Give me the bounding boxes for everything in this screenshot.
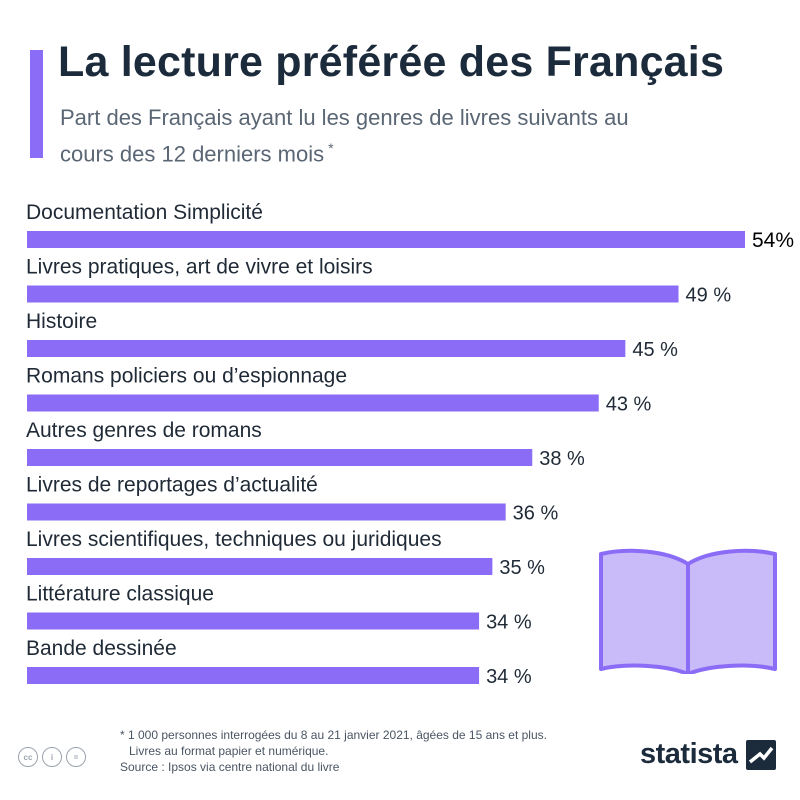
category-label: Livres scientifiques, techniques ou juri… bbox=[26, 528, 442, 551]
subtitle-footnote-mark: * bbox=[328, 140, 334, 156]
bar bbox=[27, 449, 533, 466]
page-subtitle: Part des Français ayant lu les genres de… bbox=[60, 103, 660, 169]
category-label: Livres de reportages d’actualité bbox=[26, 474, 318, 497]
category-label: Bande dessinée bbox=[26, 637, 177, 660]
source-note: Source : Ipsos via centre national du li… bbox=[120, 760, 340, 774]
category-label: Livres pratiques, art de vivre et loisir… bbox=[26, 256, 373, 279]
brand: statista bbox=[640, 738, 776, 771]
bar bbox=[27, 503, 506, 521]
cc-icon: cc bbox=[18, 747, 38, 767]
brand-name: statista bbox=[640, 738, 738, 770]
nd-icon: = bbox=[66, 747, 86, 767]
value-label: 54% bbox=[752, 229, 794, 252]
bar bbox=[27, 340, 626, 357]
bar bbox=[27, 667, 480, 684]
footnote-line-2: Livres au format papier et numérique. bbox=[129, 744, 329, 758]
open-book-illustration bbox=[599, 548, 777, 674]
footnote: * 1 000 personnes interrogées du 8 au 21… bbox=[120, 727, 640, 775]
bar bbox=[27, 231, 745, 248]
value-label: 34 % bbox=[486, 666, 532, 688]
bar bbox=[27, 558, 493, 575]
value-label: 45 % bbox=[632, 339, 678, 361]
value-label: 38 % bbox=[539, 448, 585, 470]
bar bbox=[27, 285, 679, 303]
title-accent-bar bbox=[30, 50, 43, 158]
value-label: 36 % bbox=[513, 503, 559, 525]
category-label: Littérature classique bbox=[26, 583, 214, 606]
by-icon: i bbox=[42, 747, 62, 767]
statista-logo-icon bbox=[745, 739, 776, 770]
footnote-line-1: * 1 000 personnes interrogées du 8 au 21… bbox=[120, 728, 547, 742]
value-label: 34 % bbox=[486, 612, 532, 634]
category-label: Histoire bbox=[26, 310, 97, 333]
value-label: 35 % bbox=[499, 557, 545, 579]
page-title: La lecture préférée des Français bbox=[58, 38, 725, 86]
bar bbox=[27, 612, 480, 630]
category-label: Romans policiers ou d’espionnage bbox=[26, 365, 347, 388]
category-label: Documentation Simplicité bbox=[26, 201, 263, 224]
category-label: Autres genres de romans bbox=[26, 419, 262, 442]
value-label: 49 % bbox=[686, 285, 732, 307]
bar bbox=[27, 394, 599, 412]
license-icons: cc i = bbox=[18, 747, 86, 767]
subtitle-text: Part des Français ayant lu les genres de… bbox=[60, 105, 629, 167]
value-label: 43 % bbox=[606, 394, 652, 416]
